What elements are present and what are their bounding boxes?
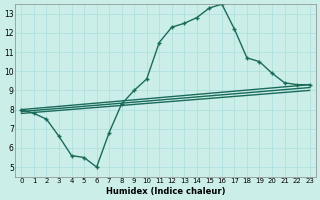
X-axis label: Humidex (Indice chaleur): Humidex (Indice chaleur) — [106, 187, 225, 196]
